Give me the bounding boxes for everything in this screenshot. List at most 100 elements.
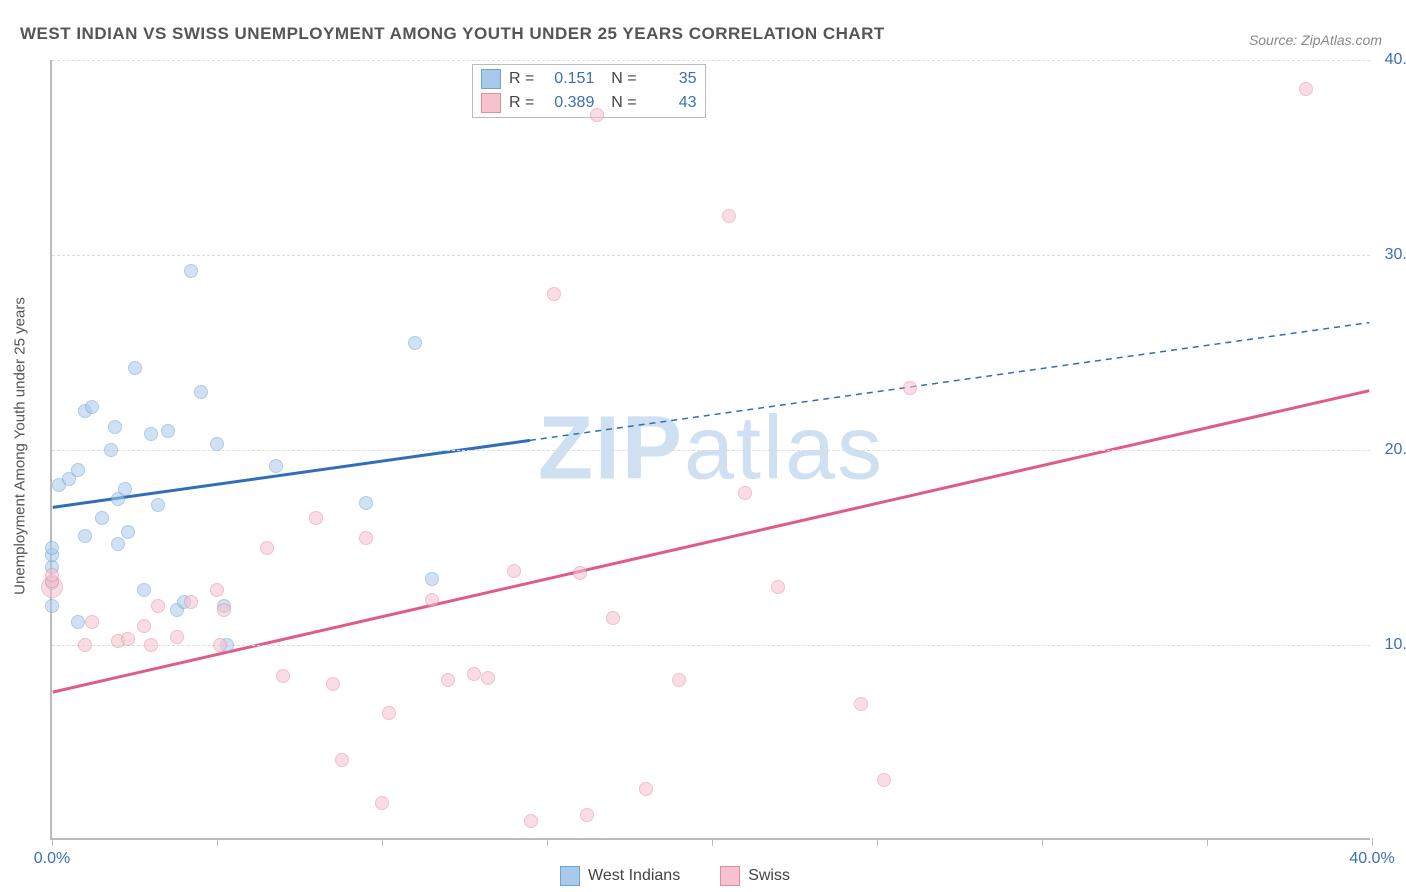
- x-tick: [1207, 838, 1208, 846]
- scatter-point: [151, 599, 165, 613]
- n-value: 43: [645, 91, 697, 115]
- scatter-point: [85, 615, 99, 629]
- scatter-point: [45, 599, 59, 613]
- scatter-point: [359, 531, 373, 545]
- r-value: 0.389: [542, 91, 594, 115]
- source-attribution: Source: ZipAtlas.com: [1249, 32, 1382, 48]
- legend-item-west-indians: West Indians: [560, 866, 680, 886]
- scatter-point: [425, 572, 439, 586]
- x-tick: [217, 838, 218, 846]
- scatter-point: [639, 782, 653, 796]
- scatter-point: [276, 669, 290, 683]
- scatter-plot-area: ZIPatlas R = 0.151 N = 35 R = 0.389 N = …: [50, 60, 1370, 840]
- x-tick: [52, 838, 53, 846]
- stats-row-west-indians: R = 0.151 N = 35: [481, 67, 697, 91]
- scatter-point: [877, 773, 891, 787]
- scatter-point: [1299, 82, 1313, 96]
- scatter-point: [722, 209, 736, 223]
- scatter-point: [326, 677, 340, 691]
- scatter-point: [108, 420, 122, 434]
- legend-swatch: [720, 866, 740, 886]
- scatter-point: [85, 400, 99, 414]
- trend-lines-layer: [52, 60, 1370, 838]
- trend-line-dashed: [530, 323, 1369, 441]
- scatter-point: [580, 808, 594, 822]
- scatter-point: [121, 525, 135, 539]
- scatter-point: [184, 264, 198, 278]
- scatter-point: [144, 427, 158, 441]
- scatter-point: [375, 796, 389, 810]
- scatter-point: [771, 580, 785, 594]
- scatter-point: [137, 583, 151, 597]
- scatter-point: [547, 287, 561, 301]
- r-value: 0.151: [542, 67, 594, 91]
- scatter-point: [137, 619, 151, 633]
- y-axis-label: Unemployment Among Youth under 25 years: [12, 297, 29, 595]
- chart-title: WEST INDIAN VS SWISS UNEMPLOYMENT AMONG …: [20, 24, 885, 44]
- scatter-point: [118, 482, 132, 496]
- x-tick: [1042, 838, 1043, 846]
- y-tick-label: 40.0%: [1385, 51, 1406, 69]
- y-tick-label: 10.0%: [1385, 636, 1406, 654]
- scatter-point: [672, 673, 686, 687]
- scatter-point: [170, 630, 184, 644]
- scatter-point: [903, 381, 917, 395]
- scatter-point: [78, 529, 92, 543]
- y-tick-label: 20.0%: [1385, 441, 1406, 459]
- scatter-point: [309, 511, 323, 525]
- scatter-point: [524, 814, 538, 828]
- scatter-point: [121, 632, 135, 646]
- scatter-point: [71, 615, 85, 629]
- scatter-point: [269, 459, 283, 473]
- scatter-point: [467, 667, 481, 681]
- n-value: 35: [645, 67, 697, 91]
- scatter-point: [71, 463, 85, 477]
- scatter-point: [606, 611, 620, 625]
- x-tick-label: 0.0%: [34, 850, 70, 868]
- gridline: [52, 645, 1370, 646]
- x-tick: [1372, 838, 1373, 846]
- scatter-point: [854, 697, 868, 711]
- scatter-point: [359, 496, 373, 510]
- scatter-point: [335, 753, 349, 767]
- correlation-stats-box: R = 0.151 N = 35 R = 0.389 N = 43: [472, 64, 706, 118]
- scatter-point: [738, 486, 752, 500]
- legend-swatch: [560, 866, 580, 886]
- scatter-point: [260, 541, 274, 555]
- scatter-point: [481, 671, 495, 685]
- scatter-point: [78, 638, 92, 652]
- scatter-point: [507, 564, 521, 578]
- scatter-point: [573, 566, 587, 580]
- scatter-point: [111, 537, 125, 551]
- scatter-point: [45, 541, 59, 555]
- scatter-point: [217, 603, 231, 617]
- x-tick: [877, 838, 878, 846]
- x-tick: [712, 838, 713, 846]
- x-tick: [547, 838, 548, 846]
- watermark: ZIPatlas: [538, 398, 884, 501]
- trend-line-solid: [53, 391, 1370, 692]
- x-tick: [382, 838, 383, 846]
- legend: West Indians Swiss: [560, 866, 790, 886]
- scatter-point: [441, 673, 455, 687]
- swatch-west-indians: [481, 69, 501, 89]
- scatter-point: [213, 638, 227, 652]
- x-tick-label: 40.0%: [1349, 850, 1394, 868]
- swatch-swiss: [481, 93, 501, 113]
- legend-item-swiss: Swiss: [720, 866, 790, 886]
- scatter-point: [95, 511, 109, 525]
- scatter-point: [408, 336, 422, 350]
- gridline: [52, 60, 1370, 61]
- gridline: [52, 255, 1370, 256]
- scatter-point: [161, 424, 175, 438]
- legend-label: West Indians: [588, 867, 680, 885]
- gridline: [52, 450, 1370, 451]
- scatter-point: [151, 498, 165, 512]
- legend-label: Swiss: [748, 867, 790, 885]
- scatter-point: [210, 437, 224, 451]
- scatter-point: [104, 443, 118, 457]
- scatter-point: [144, 638, 158, 652]
- y-tick-label: 30.0%: [1385, 246, 1406, 264]
- scatter-point: [194, 385, 208, 399]
- scatter-point: [590, 108, 604, 122]
